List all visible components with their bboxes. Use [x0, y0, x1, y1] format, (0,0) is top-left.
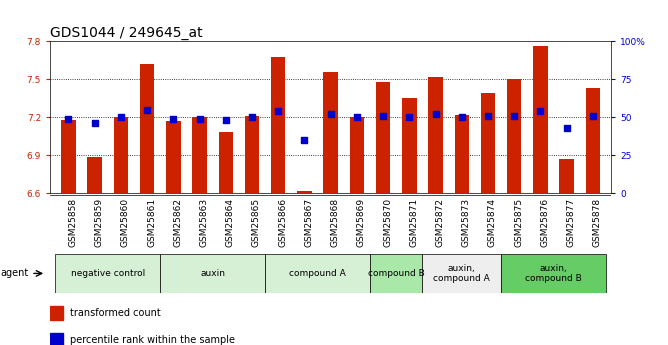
Text: GSM25870: GSM25870 [383, 198, 392, 247]
Bar [481, 93, 495, 193]
Point [561, 125, 572, 131]
Text: GSM25867: GSM25867 [305, 198, 313, 247]
Point [378, 113, 389, 119]
Point [142, 107, 152, 112]
Bar [349, 117, 364, 193]
Text: GSM25862: GSM25862 [173, 198, 182, 247]
Text: transformed count: transformed count [70, 308, 161, 318]
Bar [586, 88, 600, 193]
Text: GSM25866: GSM25866 [278, 198, 287, 247]
Text: auxin: auxin [200, 269, 225, 278]
Point [535, 108, 546, 114]
Bar [422, 254, 501, 293]
Point [483, 113, 494, 119]
Text: GSM25859: GSM25859 [95, 198, 104, 247]
Text: GSM25858: GSM25858 [68, 198, 77, 247]
Text: GSM25861: GSM25861 [147, 198, 156, 247]
Bar [376, 82, 390, 193]
Text: compound B: compound B [368, 269, 425, 278]
Point [116, 115, 126, 120]
Point [351, 115, 362, 120]
Bar [533, 47, 548, 193]
Bar [61, 120, 75, 193]
Text: GSM25863: GSM25863 [200, 198, 208, 247]
Bar [297, 191, 312, 193]
Bar [454, 115, 469, 193]
Text: agent: agent [0, 268, 28, 278]
Point [430, 111, 441, 117]
Point [273, 108, 283, 114]
Bar [501, 254, 606, 293]
Text: percentile rank within the sample: percentile rank within the sample [70, 335, 235, 345]
Text: GSM25877: GSM25877 [566, 198, 576, 247]
Point [456, 115, 467, 120]
Bar [55, 254, 160, 293]
Bar [218, 132, 233, 193]
Bar [140, 64, 154, 193]
Bar [323, 72, 338, 193]
Point [246, 115, 257, 120]
Text: negative control: negative control [71, 269, 145, 278]
Point [325, 111, 336, 117]
Point [509, 113, 520, 119]
Bar [271, 57, 285, 193]
Point [90, 121, 100, 126]
Bar [507, 79, 522, 193]
Point [588, 113, 599, 119]
Point [404, 115, 415, 120]
Text: GSM25874: GSM25874 [488, 198, 497, 247]
Text: GSM25865: GSM25865 [252, 198, 261, 247]
Text: GSM25860: GSM25860 [121, 198, 130, 247]
Text: GSM25878: GSM25878 [593, 198, 602, 247]
Text: compound A: compound A [289, 269, 346, 278]
Bar [559, 159, 574, 193]
Point [168, 116, 178, 121]
Text: auxin,
compound B: auxin, compound B [525, 264, 582, 283]
Bar [265, 254, 370, 293]
Bar [192, 117, 207, 193]
Point [220, 118, 231, 123]
Text: GSM25875: GSM25875 [514, 198, 523, 247]
Text: GSM25868: GSM25868 [331, 198, 339, 247]
Bar [166, 121, 180, 193]
Text: GSM25871: GSM25871 [409, 198, 418, 247]
Bar [50, 306, 63, 320]
Point [299, 137, 310, 143]
Bar [402, 98, 417, 193]
Bar [370, 254, 422, 293]
Bar [160, 254, 265, 293]
Text: GSM25873: GSM25873 [462, 198, 471, 247]
Text: GSM25876: GSM25876 [540, 198, 549, 247]
Point [194, 116, 205, 121]
Bar [50, 333, 63, 345]
Text: GSM25872: GSM25872 [436, 198, 444, 247]
Text: GSM25869: GSM25869 [357, 198, 366, 247]
Text: GSM25864: GSM25864 [226, 198, 234, 247]
Bar [88, 157, 102, 193]
Bar [114, 117, 128, 193]
Text: auxin,
compound A: auxin, compound A [434, 264, 490, 283]
Text: GDS1044 / 249645_at: GDS1044 / 249645_at [50, 26, 202, 40]
Point [63, 116, 73, 121]
Bar [428, 77, 443, 193]
Bar [244, 116, 259, 193]
